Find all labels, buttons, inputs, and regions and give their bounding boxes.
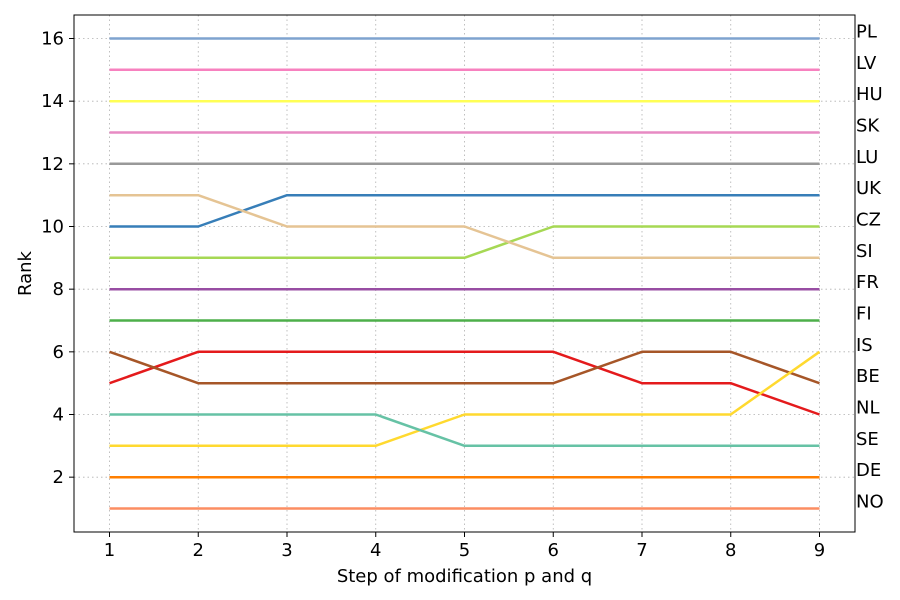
series-line-6 (109, 193, 820, 228)
right-label: PL (856, 22, 877, 43)
y-tick-label: 6 (53, 342, 64, 363)
y-tick-label: 4 (53, 405, 64, 426)
right-labels: PL LV HU SK LU UK CZ SI FR FI IS BE NL SE DE NO (856, 22, 884, 513)
series-lines (109, 37, 821, 510)
x-tick-label: 1 (104, 540, 115, 561)
x-tick-label: 4 (370, 540, 381, 561)
x-tick-label: 5 (459, 540, 470, 561)
series-line-13 (109, 350, 821, 448)
right-label: HU (856, 84, 883, 105)
x-axis-ticks: 1 2 3 4 5 6 7 8 9 (104, 532, 825, 561)
series-line-8 (109, 193, 820, 260)
x-axis-title: Step of modification p and q (337, 566, 592, 587)
grid (74, 15, 855, 532)
right-label: UK (856, 178, 882, 199)
right-label: CZ (856, 210, 881, 231)
x-tick-label: 2 (193, 540, 204, 561)
series-line-14 (109, 413, 820, 448)
series-line-12 (109, 350, 820, 385)
x-tick-label: 8 (725, 540, 736, 561)
right-label: LU (856, 147, 878, 168)
y-tick-label: 14 (41, 91, 64, 112)
right-label: IS (856, 335, 873, 356)
right-label: LV (856, 53, 877, 74)
right-label: FI (856, 304, 872, 325)
right-label: BE (856, 366, 880, 387)
series-line-7 (109, 225, 820, 260)
right-label: SK (856, 116, 880, 137)
x-tick-label: 9 (814, 540, 825, 561)
x-tick-label: 7 (636, 540, 647, 561)
series-line-11 (109, 350, 820, 416)
right-label: DE (856, 460, 881, 481)
y-tick-label: 8 (53, 279, 64, 300)
x-tick-label: 3 (281, 540, 292, 561)
x-tick-label: 6 (548, 540, 559, 561)
right-label: SI (856, 241, 873, 262)
right-label: SE (856, 429, 879, 450)
y-tick-label: 10 (41, 217, 64, 238)
right-label: NO (856, 492, 884, 513)
y-tick-label: 2 (53, 467, 64, 488)
right-label: NL (856, 398, 880, 419)
y-axis-ticks: 2 4 6 8 10 12 14 16 (41, 29, 74, 488)
y-tick-label: 16 (41, 29, 64, 50)
right-label: FR (856, 272, 879, 293)
y-tick-label: 12 (41, 154, 64, 175)
y-axis-title: Rank (15, 250, 36, 296)
